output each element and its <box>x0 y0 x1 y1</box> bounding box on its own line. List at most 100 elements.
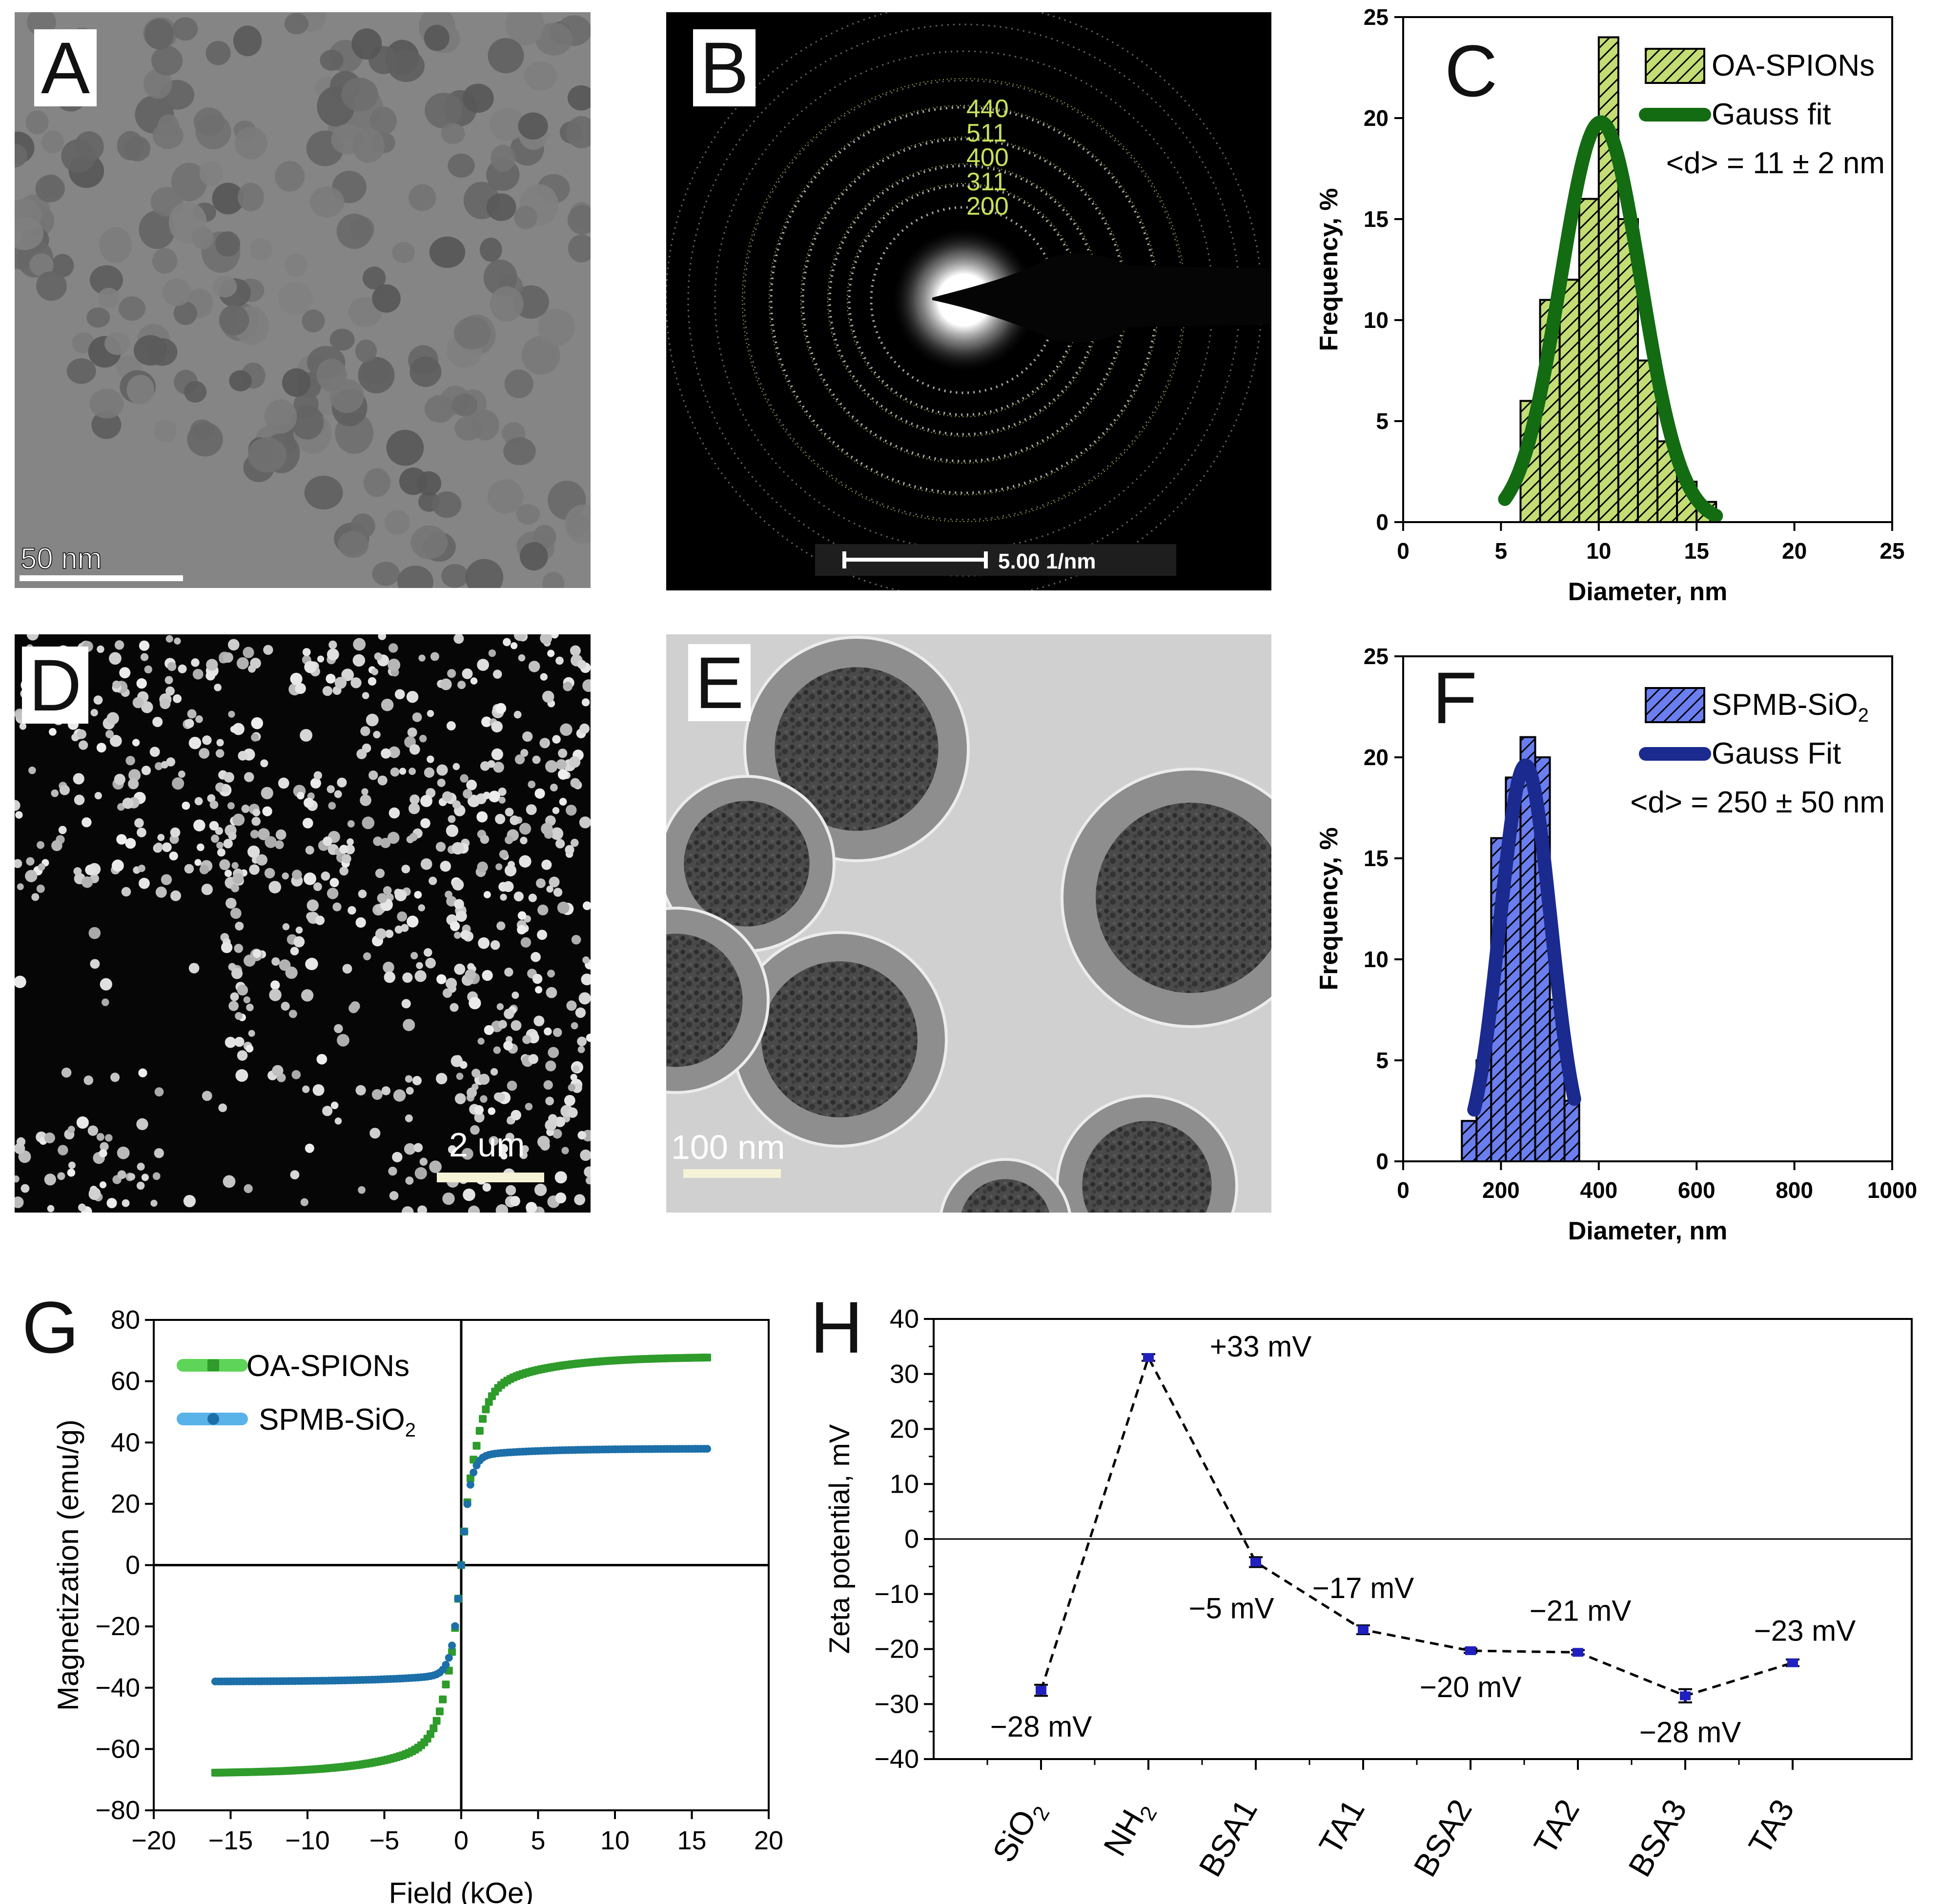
nanoparticle <box>36 271 67 301</box>
y-tick-label: 20 <box>111 1489 140 1519</box>
sem-particle <box>211 834 220 843</box>
sem-particle <box>360 726 370 736</box>
sem-particle <box>579 816 591 829</box>
y-tick-label: 5 <box>1376 408 1389 434</box>
sem-particle <box>157 833 165 841</box>
sem-particle <box>167 662 177 671</box>
sem-particle <box>554 1171 567 1184</box>
nanoparticle <box>98 287 120 309</box>
sem-particle <box>119 667 131 679</box>
sem-particle <box>537 904 549 916</box>
sem-particle <box>499 850 509 859</box>
sem-particle <box>511 642 518 649</box>
legend-fit-label: Gauss fit <box>1712 98 1831 131</box>
panel-g-magnetization: −20 −15 −10 −5 0 5 10 15 20 −80 −60 −40 −20 0 20 40 60 80… <box>0 1269 800 1904</box>
sem-particle <box>106 1197 117 1209</box>
sem-particle <box>455 911 467 922</box>
panel-f-histogram: 0 200 400 600 800 1000 0 5 10 15 20 25 Diameter, nm F… <box>1298 639 1941 1261</box>
sem-particle <box>478 1074 490 1085</box>
x-tick-label: 0 <box>454 1826 469 1855</box>
sem-particle <box>558 749 568 758</box>
data-point <box>1680 1691 1691 1701</box>
x-tick-label: 1000 <box>1867 1177 1917 1203</box>
nanoparticle <box>275 161 305 192</box>
legend-swatch-bar <box>1645 687 1705 723</box>
nanoparticle <box>490 286 524 322</box>
nanoparticle <box>386 429 424 466</box>
sem-particle <box>31 893 40 901</box>
sem-particle <box>448 1145 457 1154</box>
sem-particle <box>381 1086 391 1095</box>
sem-particle <box>155 762 163 770</box>
sem-particle <box>546 987 557 998</box>
sem-particle <box>480 1095 488 1103</box>
sem-particle <box>355 1085 366 1095</box>
sem-particle <box>327 648 339 661</box>
sem-particle <box>519 855 531 868</box>
sem-particle <box>467 1087 477 1098</box>
sem-particle <box>511 992 519 999</box>
sem-particle <box>534 1183 547 1196</box>
nanoparticle <box>490 144 516 172</box>
sem-particle <box>535 986 543 993</box>
sem-particle <box>341 668 354 681</box>
sem-particle <box>99 1181 107 1189</box>
nanoparticle <box>143 68 172 99</box>
nanoparticle <box>249 238 272 261</box>
sem-particle <box>291 1070 301 1079</box>
data-point <box>472 1441 481 1450</box>
nanoparticle <box>66 358 96 384</box>
sem-particle <box>144 665 152 674</box>
sem-particle <box>454 899 464 910</box>
sem-particle <box>584 1166 591 1177</box>
data-point <box>1143 1353 1154 1362</box>
sem-particle <box>137 1162 145 1171</box>
sem-particle <box>228 710 235 718</box>
y-tick-label: −40 <box>95 1673 140 1702</box>
panel-d-sem-image: 2 um D <box>15 634 591 1213</box>
sem-particle <box>140 653 149 661</box>
sem-particle <box>425 957 436 969</box>
sem-particle <box>90 959 100 969</box>
nanoparticle <box>409 356 442 387</box>
sem-particle <box>532 755 541 764</box>
data-point <box>1358 1625 1369 1635</box>
nanoparticle <box>465 559 504 588</box>
sem-particle <box>96 1133 104 1141</box>
data-point <box>1787 1658 1798 1667</box>
sem-particle <box>17 883 24 891</box>
sem-particle <box>136 678 147 689</box>
data-point <box>482 1405 490 1414</box>
sem-particle <box>96 743 106 753</box>
sem-particle <box>326 673 336 684</box>
sem-particle <box>448 815 456 823</box>
sem-particle <box>353 638 366 651</box>
sem-particle <box>51 789 59 797</box>
sem-particle <box>117 1146 130 1159</box>
sem-particle <box>199 865 209 874</box>
sem-particle <box>453 634 464 644</box>
sem-particle <box>474 1105 484 1115</box>
x-axis-label: Field (kOe) <box>389 1877 534 1904</box>
nanoparticle <box>424 395 455 423</box>
legend-label: OA-SPIONs <box>246 1349 409 1383</box>
sem-particle <box>491 721 503 733</box>
sem-particle <box>416 962 423 969</box>
sem-particle <box>373 836 383 846</box>
sem-particle <box>452 763 460 770</box>
sem-particle <box>44 1174 56 1186</box>
sem-particle <box>384 971 396 983</box>
histogram-bar <box>1558 279 1580 523</box>
sem-particle <box>244 772 254 782</box>
sem-particle <box>164 676 173 685</box>
sem-particle <box>227 802 235 810</box>
sem-particle <box>445 977 457 990</box>
sem-particle <box>561 1147 569 1155</box>
sem-particle <box>517 911 527 920</box>
data-point <box>703 1354 711 1362</box>
nanoparticle <box>284 13 308 35</box>
sem-particle <box>199 748 210 759</box>
nanoparticle <box>89 265 123 295</box>
sem-particle <box>248 665 256 673</box>
sem-particle <box>503 638 511 647</box>
